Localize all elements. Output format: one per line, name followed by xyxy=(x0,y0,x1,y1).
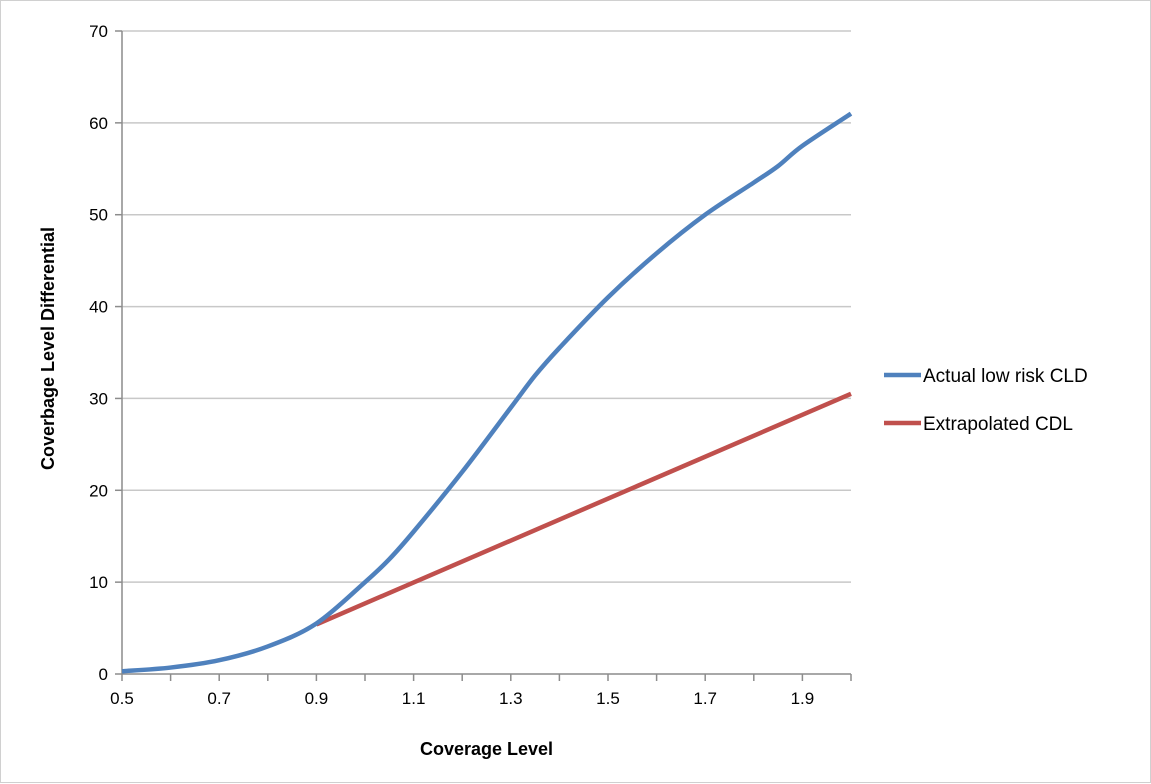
x-tick-label: 1.7 xyxy=(693,689,717,708)
legend-label-0: Actual low risk CLD xyxy=(923,366,1088,387)
y-tick-label: 30 xyxy=(89,389,108,408)
x-tick-label: 0.9 xyxy=(305,689,329,708)
y-tick-labels: 0 10 20 30 40 50 60 70 xyxy=(89,22,108,684)
y-tick-label: 10 xyxy=(89,573,108,592)
x-tick-label: 0.7 xyxy=(207,689,231,708)
x-tick-label: 1.1 xyxy=(402,689,426,708)
series-line-1 xyxy=(315,391,852,627)
y-tick-label: 20 xyxy=(89,481,108,500)
y-tick-label: 70 xyxy=(89,22,108,41)
x-tick-label: 1.9 xyxy=(791,689,815,708)
y-tick-label: 40 xyxy=(89,298,108,317)
legend: Actual low risk CLD Extrapolated CDL xyxy=(884,366,1088,435)
x-tick-labels: 0.5 0.7 0.9 1.1 1.3 1.5 1.7 1.9 xyxy=(110,689,814,708)
y-tick-label: 0 xyxy=(99,665,108,684)
x-tick-label: 1.3 xyxy=(499,689,523,708)
x-axis-title: Coverage Level xyxy=(420,739,553,759)
y-tick-label: 50 xyxy=(89,206,108,225)
y-tick-label: 60 xyxy=(89,114,108,133)
y-axis-title: Coverbage Level Differential xyxy=(38,227,58,470)
x-tick-label: 1.5 xyxy=(596,689,620,708)
gridlines xyxy=(122,30,851,583)
legend-label-1: Extrapolated CDL xyxy=(923,414,1073,435)
series-lines xyxy=(121,111,853,674)
x-tick-label: 0.5 xyxy=(110,689,134,708)
axes xyxy=(115,30,852,681)
series-line-0 xyxy=(121,111,853,674)
